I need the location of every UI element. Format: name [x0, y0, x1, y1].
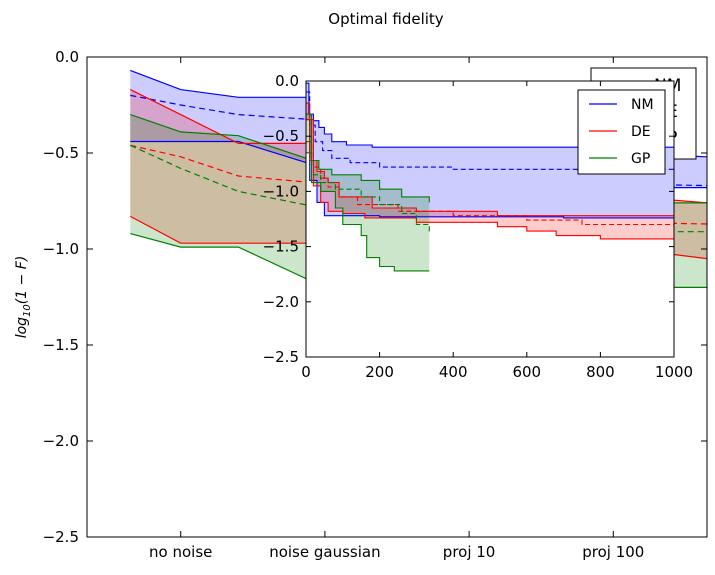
main-y-tick-label: −0.5 [43, 144, 79, 162]
inset-y-tick-label: 0.0 [275, 72, 299, 90]
inset-x-tick-label: 600 [512, 363, 541, 381]
inset-x-tick-label: 400 [439, 363, 468, 381]
inset-y-tick-label: −0.5 [263, 127, 299, 145]
inset-plot-area: 0.0 −0.5 −1.0 −1.5 −2.0 −2.5 0 200 400 600 800 100… [263, 72, 694, 381]
inset-x-tick-label: 800 [586, 363, 615, 381]
main-x-axis: no noise noise gaussian proj 10 proj 100 [149, 57, 644, 561]
main-y-tick-label: −2.5 [43, 528, 79, 546]
inset-plot-frame [305, 80, 675, 358]
inset-legend-label-de: DE [631, 124, 651, 140]
inset-mean-line-de [306, 119, 674, 228]
main-x-tick-label: no noise [149, 543, 212, 561]
main-y-tick-label: −1.0 [43, 240, 79, 258]
inset-y-tick-label: −1.0 [263, 182, 299, 200]
main-y-tick-label: −2.0 [43, 432, 79, 450]
main-x-tick-label: noise gaussian [269, 543, 380, 561]
inset-y-axis: 0.0 −0.5 −1.0 −1.5 −2.0 −2.5 [263, 72, 674, 366]
inset-band-gp [306, 114, 430, 271]
inset-y-tick-label: −2.0 [263, 293, 299, 311]
inset-x-tick-label: 1000 [655, 363, 693, 381]
main-y-tick-label: 0.0 [55, 48, 79, 66]
inset-lower-line-gp [306, 152, 430, 272]
y-axis-label-expression: (1 − F) [14, 256, 30, 305]
inset-upper-line-gp [306, 113, 430, 203]
y-axis-label-subscript: 10 [22, 304, 33, 317]
main-x-tick-label: proj 10 [443, 543, 496, 561]
inset-band-nm [306, 83, 674, 218]
inset-legend-label-nm: NM [631, 97, 654, 113]
inset-y-tick-label: −2.5 [263, 348, 299, 366]
main-x-tick-label: proj 100 [582, 543, 644, 561]
inset-legend-label-gp: GP [631, 151, 650, 167]
y-axis-label: log10(1 − F) [14, 256, 33, 339]
inset-x-tick-label: 0 [301, 363, 311, 381]
y-axis-label-base: log [14, 317, 30, 338]
inset-lower-line-de [306, 119, 674, 240]
inset-series-group [306, 82, 674, 272]
main-y-tick-label: −1.5 [43, 336, 79, 354]
inset-mean-line-gp [306, 141, 430, 233]
inset-lower-line-nm [306, 119, 674, 219]
inset-x-axis: 0 200 400 600 800 1000 [301, 81, 693, 381]
chart-title: Optimal fidelity [328, 10, 444, 28]
main-plot-frame [86, 56, 708, 538]
inset-y-tick-label: −1.5 [263, 238, 299, 256]
inset-x-tick-label: 200 [365, 363, 394, 381]
inset-legend: NM DE GP [577, 89, 666, 175]
main-y-axis: 0.0 −0.5 −1.0 −1.5 −2.0 −2.5 [43, 48, 707, 546]
